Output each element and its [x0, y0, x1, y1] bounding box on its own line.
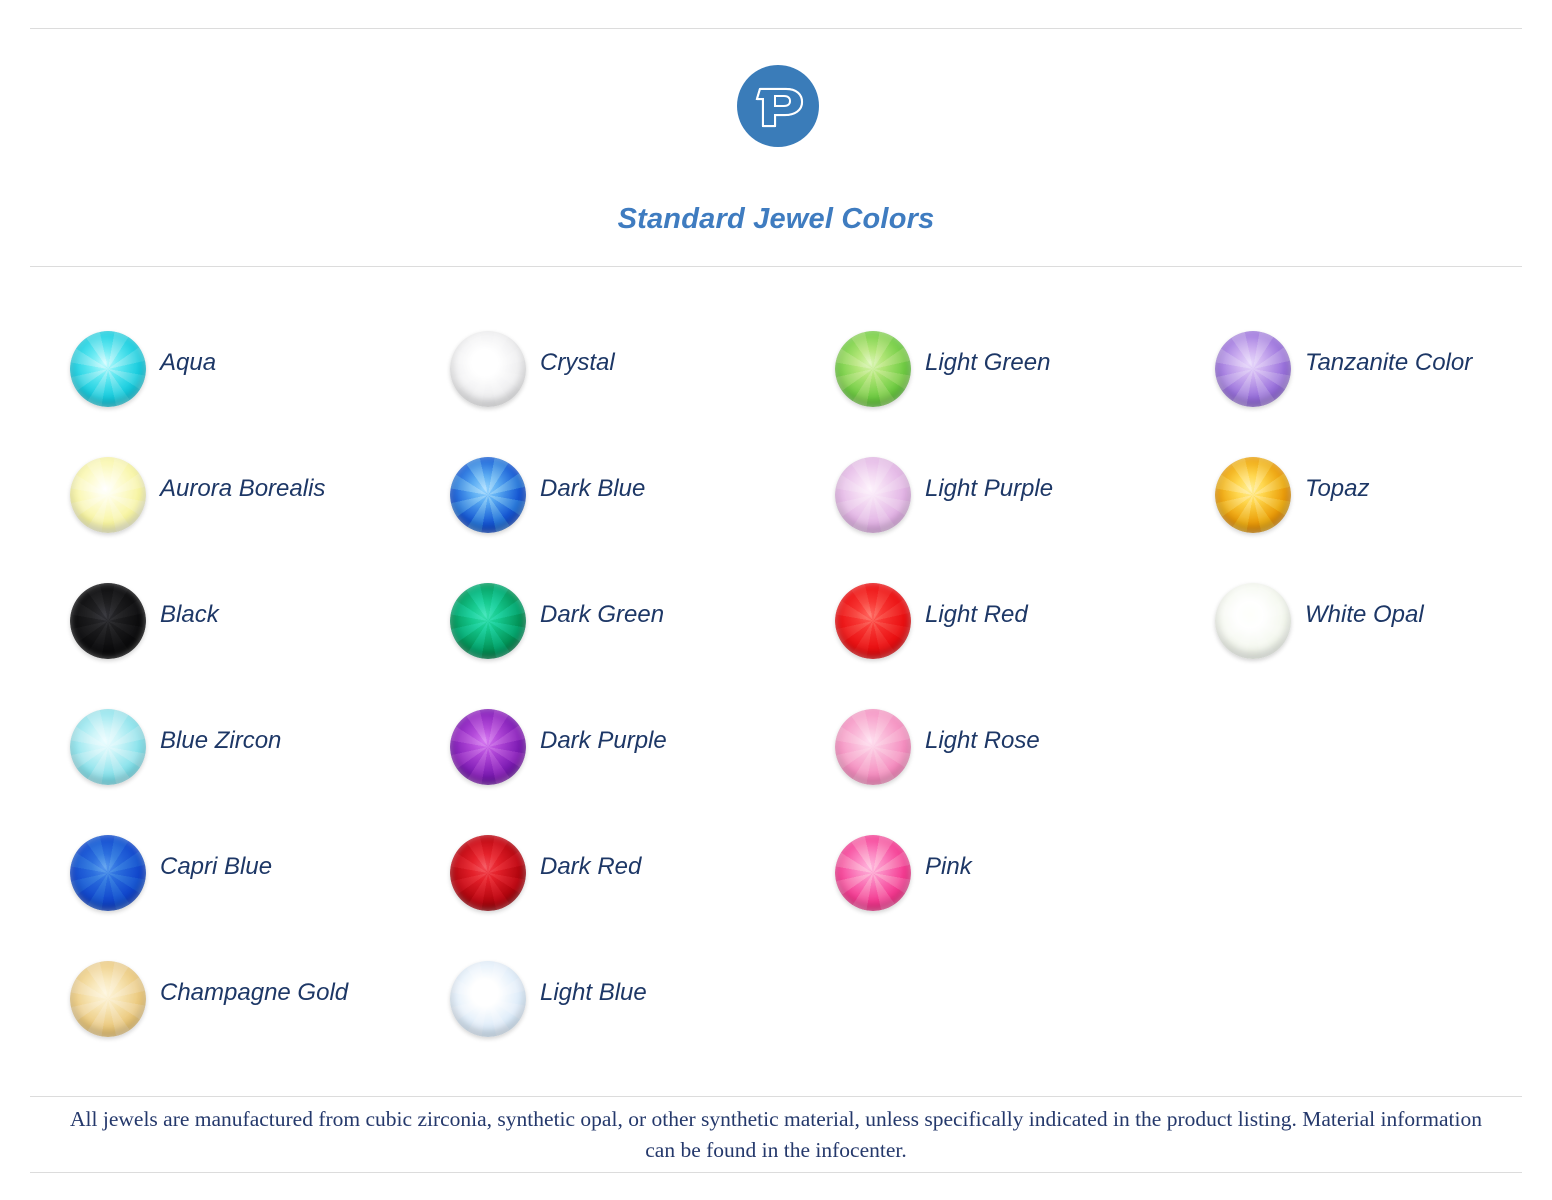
jewel-column-1: Aqua Aurora Borealis Black Blue Zircon C…: [62, 300, 442, 1056]
jewel-gem-icon: [835, 583, 911, 659]
jewel-gem-icon: [1215, 583, 1291, 659]
jewel-swatch[interactable]: Aurora Borealis: [62, 426, 442, 552]
jewel-label: Black: [160, 601, 219, 628]
divider-under-title: [30, 266, 1522, 267]
jewel-swatch[interactable]: Pink: [827, 804, 1207, 930]
jewel-swatch[interactable]: Light Purple: [827, 426, 1207, 552]
jewel-swatch[interactable]: Crystal: [442, 300, 822, 426]
jewel-gem-icon: [835, 835, 911, 911]
page-header: Standard Jewel Colors: [0, 28, 1552, 266]
jewel-label: White Opal: [1305, 601, 1424, 628]
jewel-swatch[interactable]: Tanzanite Color: [1207, 300, 1552, 426]
jewel-color-grid: Aqua Aurora Borealis Black Blue Zircon C…: [0, 300, 1552, 1080]
jewel-swatch[interactable]: Dark Red: [442, 804, 822, 930]
jewel-gem-icon: [450, 961, 526, 1037]
jewel-label: Light Blue: [540, 979, 647, 1006]
jewel-swatch[interactable]: Capri Blue: [62, 804, 442, 930]
jewel-gem-icon: [450, 457, 526, 533]
jewel-swatch[interactable]: Champagne Gold: [62, 930, 442, 1056]
jewel-gem-icon: [70, 457, 146, 533]
jewel-swatch[interactable]: Aqua: [62, 300, 442, 426]
jewel-gem-icon: [450, 331, 526, 407]
jewel-swatch[interactable]: Dark Green: [442, 552, 822, 678]
brand-p-logo-icon: [737, 65, 819, 147]
jewel-swatch[interactable]: Topaz: [1207, 426, 1552, 552]
jewel-label: Crystal: [540, 349, 615, 376]
jewel-label: Tanzanite Color: [1305, 349, 1473, 376]
jewel-label: Light Purple: [925, 475, 1054, 502]
jewel-gem-icon: [450, 835, 526, 911]
jewel-gem-icon: [70, 331, 146, 407]
divider-above-footer: [30, 1096, 1522, 1097]
jewel-gem-icon: [1215, 457, 1291, 533]
jewel-gem-icon: [1215, 331, 1291, 407]
jewel-label: Aurora Borealis: [160, 475, 326, 502]
jewel-column-4: Tanzanite Color Topaz White Opal: [1207, 300, 1552, 678]
jewel-label: Dark Blue: [540, 475, 646, 502]
jewel-swatch[interactable]: Blue Zircon: [62, 678, 442, 804]
jewel-label: Blue Zircon: [160, 727, 282, 754]
jewel-gem-icon: [835, 709, 911, 785]
jewel-label: Light Green: [925, 349, 1051, 376]
jewel-swatch[interactable]: Dark Purple: [442, 678, 822, 804]
jewel-swatch[interactable]: Light Red: [827, 552, 1207, 678]
jewel-gem-icon: [70, 961, 146, 1037]
jewel-gem-icon: [835, 457, 911, 533]
jewel-column-3: Light Green Light Purple Light Red Light…: [827, 300, 1207, 930]
jewel-swatch[interactable]: Dark Blue: [442, 426, 822, 552]
jewel-label: Aqua: [160, 349, 217, 376]
jewel-label: Dark Purple: [540, 727, 667, 754]
jewel-label: Pink: [925, 853, 972, 880]
jewel-label: Topaz: [1305, 475, 1370, 502]
footer-note-text: All jewels are manufactured from cubic z…: [70, 1106, 1482, 1162]
jewel-column-2: Crystal Dark Blue Dark Green Dark Purple…: [442, 300, 822, 1056]
jewel-gem-icon: [450, 583, 526, 659]
jewel-gem-icon: [70, 709, 146, 785]
jewel-swatch[interactable]: Light Rose: [827, 678, 1207, 804]
jewel-label: Dark Red: [540, 853, 642, 880]
jewel-gem-icon: [70, 583, 146, 659]
page-title: Standard Jewel Colors: [617, 203, 935, 235]
jewel-label: Light Red: [925, 601, 1028, 628]
jewel-swatch[interactable]: White Opal: [1207, 552, 1552, 678]
jewel-gem-icon: [835, 331, 911, 407]
jewel-swatch[interactable]: Light Blue: [442, 930, 822, 1056]
jewel-swatch[interactable]: Light Green: [827, 300, 1207, 426]
jewel-label: Capri Blue: [160, 853, 273, 880]
jewel-gem-icon: [450, 709, 526, 785]
jewel-label: Light Rose: [925, 727, 1040, 754]
divider-bottom: [30, 1172, 1522, 1173]
jewel-swatch[interactable]: Black: [62, 552, 442, 678]
divider-top: [30, 28, 1522, 29]
footer-note: All jewels are manufactured from cubic z…: [0, 1098, 1552, 1172]
jewel-gem-icon: [70, 835, 146, 911]
jewel-label: Champagne Gold: [160, 979, 349, 1006]
jewel-label: Dark Green: [540, 601, 665, 628]
